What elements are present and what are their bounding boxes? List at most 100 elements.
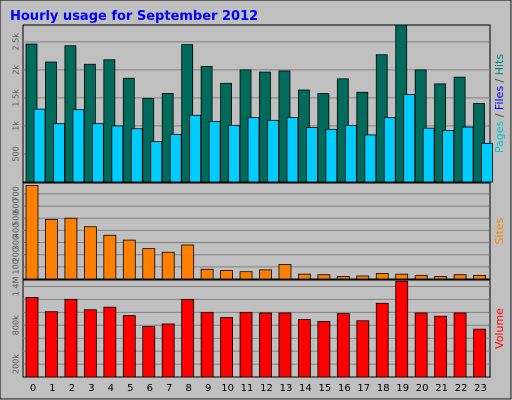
x-tick-label: 15: [319, 383, 332, 394]
bar-files-12: [267, 119, 279, 183]
bar-files-20: [422, 127, 435, 183]
bar-volume-13: [278, 312, 292, 378]
bar-sites-22: [453, 274, 467, 280]
bar-volume-17: [356, 320, 370, 378]
bar-volume-6: [142, 326, 156, 378]
bar-files-7: [169, 133, 182, 183]
x-axis-labels: 0 1 2 3 4 5 6 7 8 9 10 11 12 13 14 15 16 17 18 19 20 21 22 23: [30, 383, 487, 394]
bar-sites-0: [25, 185, 39, 280]
bar-sites-6: [142, 248, 156, 280]
bar-sites-20: [414, 274, 428, 280]
chart-title: Hourly usage for September 2012: [10, 9, 258, 24]
panel-frame: [22, 279, 491, 378]
y-tick-label: 500: [12, 146, 21, 161]
bar-volume-20: [414, 312, 428, 378]
x-tick-label: 11: [241, 383, 254, 394]
x-tick-label: 2: [69, 383, 75, 394]
bar-volume-2: [64, 298, 78, 378]
bar-hits-4: [103, 59, 116, 183]
y-tick-label: 1k: [12, 121, 21, 131]
bar-sites-19: [395, 273, 409, 280]
bar-volume-7: [161, 323, 175, 378]
bar-sites-5: [122, 239, 136, 280]
bar-hits-20: [414, 69, 427, 183]
y-axis-label: Pages / Files / Hits: [493, 54, 506, 154]
bar-sites-21: [434, 276, 448, 280]
bar-files-16: [344, 124, 357, 183]
y-tick-label: 100: [12, 259, 21, 274]
x-tick-label: 14: [299, 383, 312, 394]
bar-files-2: [72, 109, 85, 183]
x-tick-label: 9: [205, 383, 211, 394]
bar-sites-17: [356, 275, 370, 280]
y-tick-label: 200: [12, 247, 21, 262]
bar-files-17: [364, 134, 377, 183]
bar-volume-19: [395, 280, 409, 378]
bar-sites-11: [239, 271, 253, 280]
x-tick-label: 18: [377, 383, 390, 394]
bar-volume-9: [200, 311, 214, 378]
bar-volume-3: [83, 309, 97, 378]
y-tick-label: 2.5k: [12, 33, 21, 51]
bar-volume-10: [220, 317, 233, 378]
x-tick-label: 6: [147, 383, 153, 394]
chart-panels: 500 1k 1.5k 2k 2.5k Pages / Files / Hits 10020…: [12, 24, 506, 378]
bar-sites-3: [83, 226, 97, 280]
panel-frame: [22, 182, 491, 280]
bar-files-5: [130, 128, 143, 183]
bar-files-9: [208, 121, 221, 183]
bar-sites-1: [45, 219, 58, 280]
x-tick-label: 12: [260, 383, 273, 394]
y-tick-label: 1.4M: [12, 277, 21, 297]
bar-files-13: [286, 117, 299, 183]
bar-files-0: [33, 108, 46, 183]
x-tick-label: 7: [166, 383, 172, 394]
x-tick-label: 22: [455, 383, 468, 394]
bar-volume-14: [298, 319, 311, 378]
bar-files-11: [247, 117, 260, 183]
x-tick-label: 16: [338, 383, 351, 394]
bar-sites-16: [336, 276, 350, 280]
bar-sites-7: [161, 251, 175, 280]
bar-files-18: [383, 117, 396, 183]
bar-files-4: [111, 125, 124, 183]
bar-volume-0: [25, 297, 39, 378]
bar-files-10: [228, 124, 240, 183]
bar-hits-3: [83, 63, 96, 183]
bar-sites-10: [220, 270, 233, 280]
bar-volume-16: [336, 313, 350, 378]
y-tick-label: 500: [12, 211, 21, 226]
panel-pages-files-hits: 500 1k 1.5k 2k 2.5k Pages / Files / Hits: [12, 24, 506, 183]
bar-files-19: [403, 94, 416, 183]
bar-sites-9: [200, 268, 214, 280]
y-tick-label: 300: [12, 235, 21, 250]
x-tick-label: 13: [280, 383, 293, 394]
bar-sites-14: [298, 273, 311, 280]
y-tick-label: 700: [12, 186, 21, 201]
y-axis-label: Sites: [493, 217, 506, 244]
bar-files-22: [461, 126, 474, 183]
bar-hits-6: [142, 98, 155, 183]
bar-volume-21: [434, 315, 448, 378]
x-tick-label: 17: [357, 383, 370, 394]
bar-volume-15: [317, 320, 331, 378]
bar-sites-23: [473, 274, 486, 280]
bar-files-14: [306, 127, 318, 183]
bar-files-3: [91, 123, 104, 183]
bar-volume-11: [239, 311, 253, 378]
bar-files-1: [53, 123, 65, 183]
y-tick-label: 800k: [12, 315, 21, 335]
x-tick-label: 0: [30, 383, 36, 394]
bar-files-8: [189, 114, 202, 183]
bar-files-15: [325, 128, 338, 183]
y-tick-label: 1.5k: [12, 89, 21, 107]
bar-volume-22: [453, 312, 467, 378]
y-tick-label: 2k: [12, 65, 21, 75]
bar-files-6: [150, 141, 163, 183]
y-tick-label: 600: [12, 198, 21, 213]
x-tick-label: 19: [396, 383, 409, 394]
bar-files-23: [481, 142, 493, 183]
bar-hits-8: [181, 44, 194, 183]
